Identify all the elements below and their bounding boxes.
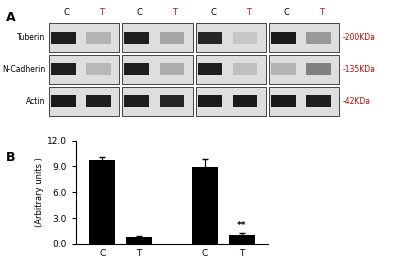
Bar [124,95,149,107]
Text: C: C [137,8,143,17]
Text: T: T [319,8,324,17]
Bar [269,23,339,52]
Bar [86,63,111,76]
Bar [271,31,296,44]
Bar [196,55,266,84]
Bar [160,63,184,76]
Bar [228,235,255,244]
Bar [126,237,152,244]
Bar [269,55,339,84]
Bar [233,95,258,107]
Bar [198,95,222,107]
Text: Tuberin: Tuberin [17,33,45,42]
Text: T: T [246,8,251,17]
Bar [49,55,119,84]
Bar [271,63,296,76]
Bar [122,87,192,116]
Bar [51,63,76,76]
Text: B: B [6,151,16,164]
Text: Actin: Actin [26,97,45,106]
Bar [160,95,184,107]
Bar [196,23,266,52]
Y-axis label: (Arbitrary units ): (Arbitrary units ) [35,157,44,227]
Text: A: A [6,11,16,25]
Bar [51,31,76,44]
Bar [86,31,111,44]
Text: C: C [64,8,70,17]
Text: C: C [210,8,216,17]
Text: -135KDa: -135KDa [343,65,376,74]
Text: T: T [172,8,178,17]
Bar [269,87,339,116]
Bar [86,95,111,107]
Bar [124,63,149,76]
Bar [124,31,149,44]
Text: T: T [99,8,104,17]
Text: N-Cadherin: N-Cadherin [2,65,45,74]
Text: -200KDa: -200KDa [343,33,376,42]
Text: **: ** [237,221,246,230]
Bar [196,87,266,116]
Bar [306,95,331,107]
Bar [122,55,192,84]
Bar [122,23,192,52]
Bar [198,63,222,76]
Text: -42KDa: -42KDa [343,97,371,106]
Bar [160,31,184,44]
Bar [306,63,331,76]
Bar [198,31,222,44]
Text: C: C [284,8,290,17]
Bar [49,87,119,116]
Bar [271,95,296,107]
Bar [49,23,119,52]
Bar [233,31,258,44]
Bar [51,95,76,107]
Bar [192,167,218,244]
Bar [233,63,258,76]
Bar [306,31,331,44]
Bar [89,160,116,244]
